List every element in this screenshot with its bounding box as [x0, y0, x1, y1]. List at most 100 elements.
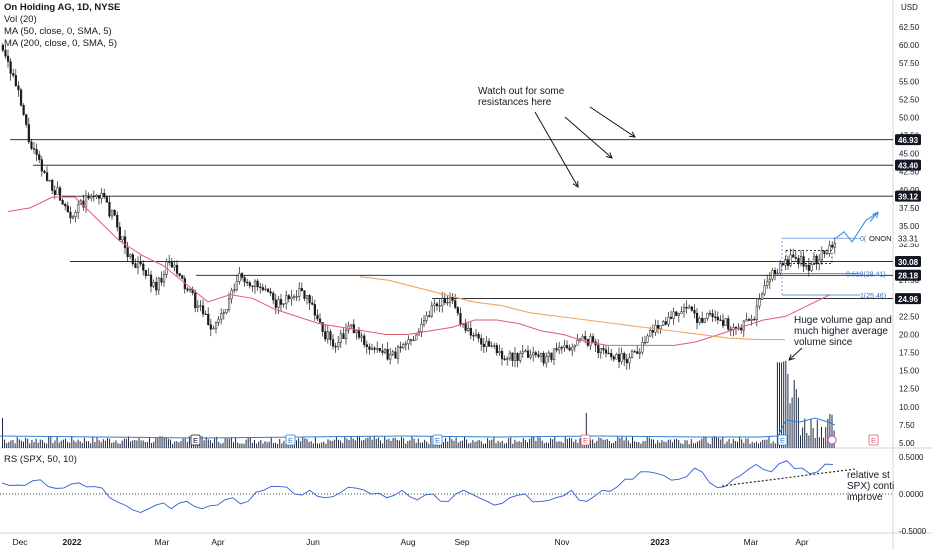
volume-bar [487, 438, 489, 448]
volume-bar [46, 443, 48, 448]
fib-level: 0( [782, 236, 867, 243]
volume-bar [312, 443, 314, 448]
time-tick-label: Sep [454, 537, 469, 547]
resistance-annotation[interactable]: Watch out for some resistances here [478, 86, 565, 108]
candle-body [240, 273, 244, 278]
candlestick [214, 321, 218, 334]
volume-bar [256, 443, 258, 448]
volume-bar [650, 439, 652, 448]
candlestick [794, 250, 797, 261]
volume-bar [558, 441, 560, 448]
candlestick [58, 185, 62, 201]
volume-bar [806, 432, 808, 448]
volume-bar [550, 438, 552, 448]
candlestick [292, 294, 296, 301]
candle-body [350, 324, 353, 327]
candle-body [113, 209, 116, 216]
candle-body [108, 202, 111, 217]
rs-legend[interactable]: RS (SPX, 50, 10) [4, 454, 77, 465]
price-badge-box [895, 159, 921, 171]
candlestick [482, 337, 485, 353]
volume-bar [216, 436, 218, 448]
time-tick-label: Apr [795, 537, 808, 547]
candle-body [238, 273, 241, 282]
volume-bar [407, 441, 409, 448]
volume-annotation[interactable]: Huge volume gap and much higher average … [794, 315, 892, 348]
price-tick-label: 5.00 [899, 439, 915, 448]
candle-body [459, 312, 462, 325]
candlestick [529, 349, 532, 360]
volume-bar [275, 442, 276, 448]
resistance-levels[interactable] [10, 139, 893, 300]
volume-bar [77, 439, 79, 448]
candle-body [259, 286, 262, 288]
price-tick-label: 55.00 [899, 77, 920, 86]
volume-bar [119, 443, 121, 448]
volume-bar [380, 440, 381, 448]
candle-body [129, 254, 132, 257]
candle-body [711, 313, 714, 318]
volume-bar [491, 439, 493, 448]
user-drawings[interactable]: 0(0.618(28.41) 1(25.46) ONON [534, 106, 892, 361]
rs-annotation[interactable]: relative st SPX) conti improve [847, 470, 895, 503]
volume-bar [543, 443, 545, 448]
volume-bar [445, 438, 447, 448]
volume-legend[interactable]: Vol (20) [4, 14, 37, 25]
ma200-legend[interactable]: MA (200, close, 0, SMA, 5) [4, 38, 117, 49]
price-badge-label: 39.12 [898, 192, 919, 201]
candle-body [516, 353, 519, 361]
candlestick [516, 352, 519, 368]
volume-bar [713, 436, 715, 448]
candle-body [105, 196, 108, 203]
candlestick [446, 295, 449, 306]
candle-body [149, 274, 153, 287]
volume-bar [590, 439, 591, 448]
candlestick [560, 345, 563, 354]
candlestick [259, 282, 262, 294]
candlestick [792, 248, 795, 258]
candle-body [181, 275, 184, 279]
candlestick [350, 324, 353, 330]
candlestick [344, 323, 348, 345]
volume-bar [527, 442, 528, 448]
volume-bar [604, 439, 606, 448]
volume-bar [674, 439, 675, 448]
candle-body [448, 296, 452, 303]
candlestick [701, 311, 704, 324]
candle-body [272, 292, 275, 301]
candlestick [719, 315, 722, 321]
candlestick [617, 347, 621, 369]
candle-body [157, 277, 160, 291]
volume-bar [623, 440, 625, 448]
candlestick [123, 230, 127, 255]
candle-body [677, 313, 680, 316]
price-badge: 30.08 [895, 256, 921, 268]
ma50-line [7, 196, 831, 346]
volume-bar [665, 442, 667, 448]
candle-body [542, 352, 545, 364]
candle-body [331, 339, 335, 347]
fib-label: 0( [860, 236, 867, 243]
candle-body [404, 343, 407, 345]
candlestick [342, 328, 345, 340]
candlestick [677, 312, 680, 323]
candlestick [831, 241, 834, 250]
candle-body [584, 336, 587, 340]
candle-body [701, 318, 704, 323]
ma50-legend[interactable]: MA (50, close, 0, SMA, 5) [4, 26, 112, 37]
volume-bar [413, 438, 415, 448]
candle-body [30, 141, 33, 149]
volume-bar [569, 437, 570, 448]
candlestick [139, 255, 142, 267]
time-axis[interactable]: Dec 2022 Mar Apr Jun Aug Sep Nov 2023 Mar Apr [12, 537, 808, 547]
candlestick [170, 257, 173, 268]
candlestick [316, 309, 319, 322]
earnings-marker: E [432, 434, 443, 446]
volume-bar [571, 438, 573, 448]
currency-label: USD [901, 3, 918, 12]
volume-bar [100, 442, 102, 448]
candle-body [329, 331, 332, 340]
candlestick [571, 343, 574, 357]
earnings-box [580, 434, 591, 446]
